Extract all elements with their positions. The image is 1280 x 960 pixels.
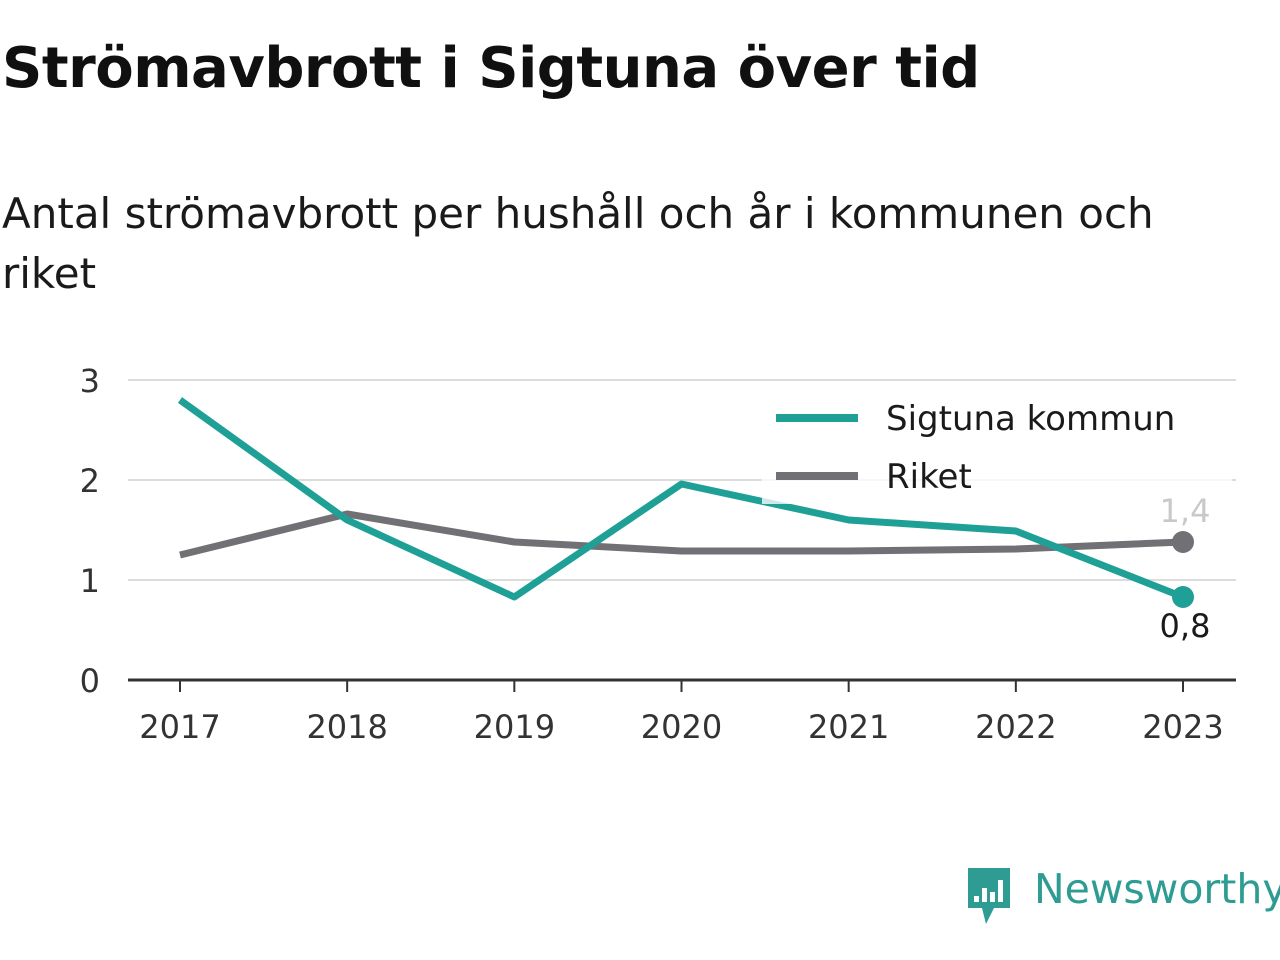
y-axis: 0 1 2 3 xyxy=(80,362,100,700)
legend-label: Riket xyxy=(886,457,972,497)
chart-title: Strömavbrott i Sigtuna över tid xyxy=(2,36,980,101)
x-tick-label: 2019 xyxy=(474,708,555,746)
line-chart: 0 1 2 3 2017 2018 2019 2020 2021 2022 2023 Sigtun… xyxy=(80,362,1236,746)
series-line-riket xyxy=(179,510,1184,559)
legend: Sigtuna kommun Riket xyxy=(762,388,1232,504)
end-point-riket xyxy=(1172,531,1194,553)
newsworthy-logo: Newsworthy xyxy=(964,864,1280,928)
x-tick-label: 2020 xyxy=(641,708,722,746)
x-tick-label: 2022 xyxy=(975,708,1056,746)
x-axis: 2017 2018 2019 2020 2021 2022 2023 xyxy=(128,678,1236,746)
brand-name: Newsworthy xyxy=(1034,865,1280,913)
y-tick-label: 2 xyxy=(80,462,100,500)
end-value-label: 1,4 xyxy=(1160,492,1211,530)
newsworthy-logo-icon xyxy=(968,868,1010,924)
end-point-sigtuna xyxy=(1172,586,1194,608)
series-line-sigtuna xyxy=(177,397,1185,601)
x-tick-label: 2017 xyxy=(139,708,220,746)
legend-background xyxy=(762,388,1232,504)
x-tick-label: 2018 xyxy=(306,708,387,746)
legend-label: Sigtuna kommun xyxy=(886,399,1175,439)
series-lines xyxy=(177,397,1185,601)
chart-subtitle: Antal strömavbrott per hushåll och år i … xyxy=(2,189,1154,298)
y-tick-label: 0 xyxy=(80,662,100,700)
end-points: 0,8 1,4 xyxy=(1160,492,1211,645)
x-tick-label: 2023 xyxy=(1142,708,1223,746)
end-value-label: 0,8 xyxy=(1160,607,1211,645)
x-tick-label: 2021 xyxy=(808,708,889,746)
y-tick-label: 3 xyxy=(80,362,100,400)
y-tick-label: 1 xyxy=(80,562,100,600)
